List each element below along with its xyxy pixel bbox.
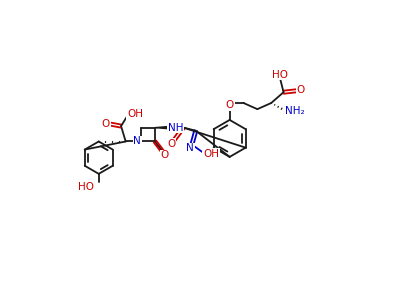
Text: HO: HO [78,182,94,192]
Text: O: O [161,150,169,160]
Text: HO: HO [272,70,288,80]
Text: NH: NH [168,123,184,133]
Text: O: O [102,119,110,129]
Text: O: O [296,85,305,95]
Text: OH: OH [203,149,219,159]
Text: NH₂: NH₂ [285,106,305,116]
Text: N: N [186,143,194,153]
Text: OH: OH [127,109,143,119]
Text: N: N [133,136,141,146]
Text: O: O [167,139,175,149]
Polygon shape [155,127,169,129]
Text: O: O [226,100,234,110]
